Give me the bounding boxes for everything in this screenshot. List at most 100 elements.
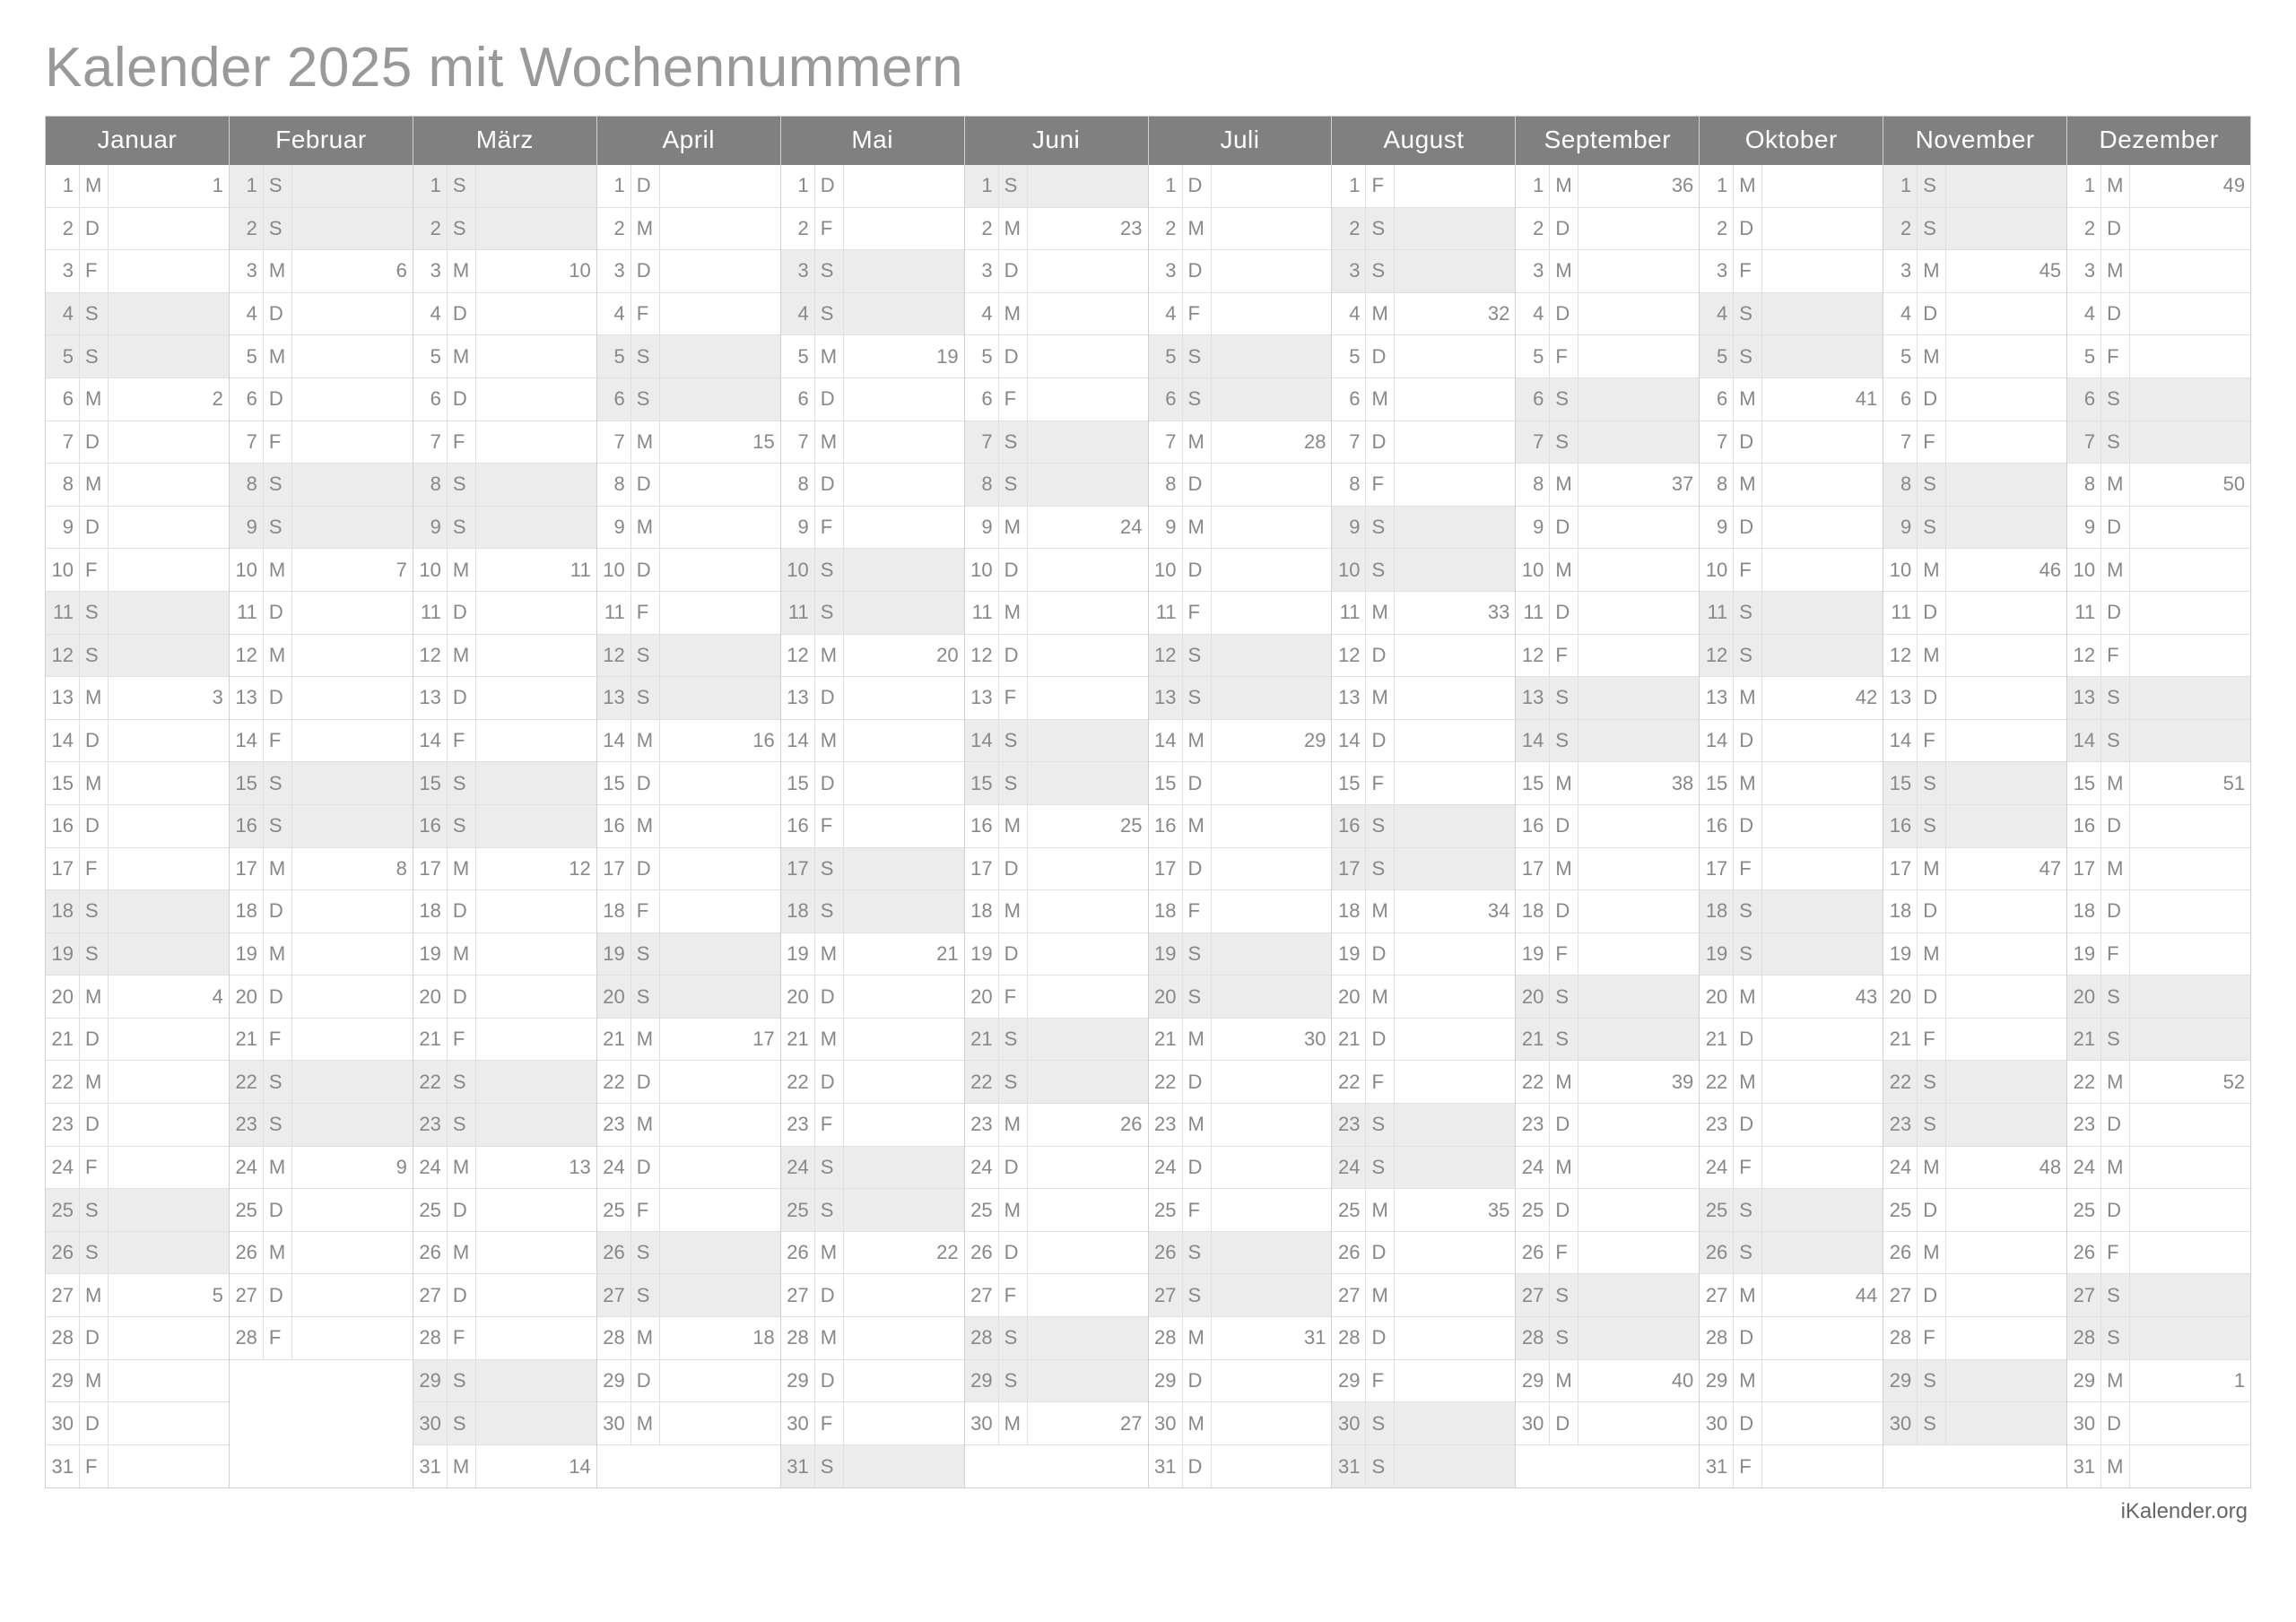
day-number: 2 [781, 208, 815, 250]
day-cell: 25D [413, 1189, 596, 1232]
day-body [1946, 464, 2066, 506]
day-body [660, 1104, 780, 1146]
day-body [1028, 1189, 1148, 1231]
day-cell: 1D [781, 165, 964, 208]
day-cell: 5F [2067, 335, 2250, 378]
day-number: 9 [1332, 507, 1366, 549]
day-of-week: D [631, 165, 660, 207]
day-cell: 4D [1883, 293, 2066, 336]
day-cell: 1S [1883, 165, 2066, 208]
month-header: Februar [230, 117, 413, 165]
day-body [1946, 976, 2066, 1018]
day-number: 13 [1883, 677, 1918, 719]
day-body [1762, 762, 1883, 804]
day-number: 4 [597, 293, 631, 335]
day-body [1395, 848, 1515, 890]
day-number: 19 [1332, 933, 1366, 976]
day-number: 11 [1516, 592, 1550, 634]
day-of-week: D [1734, 208, 1762, 250]
day-number: 3 [46, 250, 80, 292]
day-body [1028, 549, 1148, 591]
day-cell: 28F [1883, 1317, 2066, 1360]
day-of-week: F [1918, 1019, 1946, 1061]
day-body [109, 1061, 229, 1103]
day-cell: 6D [230, 378, 413, 421]
day-body [2130, 890, 2250, 932]
day-body [292, 1104, 413, 1146]
day-of-week: S [1366, 507, 1395, 549]
day-body [109, 805, 229, 847]
day-body [292, 635, 413, 677]
day-of-week: D [631, 464, 660, 506]
day-number: 13 [965, 677, 999, 719]
day-number: 23 [965, 1104, 999, 1146]
day-number: 27 [1883, 1274, 1918, 1316]
day-of-week: S [999, 421, 1028, 464]
day-of-week: D [80, 507, 109, 549]
week-number: 9 [396, 1156, 407, 1179]
day-number: 7 [781, 421, 815, 464]
day-cell: 26F [2067, 1232, 2250, 1275]
day-of-week: D [1734, 507, 1762, 549]
day-body [1212, 208, 1332, 250]
day-cell: 6M2 [46, 378, 229, 421]
day-cell: 15D [1149, 762, 1332, 805]
week-number: 36 [1672, 174, 1693, 197]
day-cell: 23M26 [965, 1104, 1148, 1147]
day-cell: 28S [1516, 1317, 1699, 1360]
day-number: 1 [1149, 165, 1183, 207]
day-body [2130, 1019, 2250, 1061]
day-body [1762, 421, 1883, 464]
day-cell: 4F [1149, 293, 1332, 336]
day-number: 28 [1149, 1317, 1183, 1359]
day-cell: 14S [2067, 720, 2250, 763]
day-of-week: S [1366, 848, 1395, 890]
day-number: 16 [1700, 805, 1734, 847]
day-number: 28 [1883, 1317, 1918, 1359]
day-of-week: S [448, 1104, 476, 1146]
day-body: 36 [1578, 165, 1699, 207]
day-cell: 19S [1700, 933, 1883, 976]
day-body [1762, 507, 1883, 549]
day-number: 8 [965, 464, 999, 506]
day-cell: 20D [230, 976, 413, 1019]
day-number: 24 [46, 1147, 80, 1189]
day-body [1395, 507, 1515, 549]
day-number: 15 [1149, 762, 1183, 804]
day-cell: 7M28 [1149, 421, 1332, 464]
day-body: 8 [292, 848, 413, 890]
day-of-week: F [1550, 335, 1578, 377]
day-number: 6 [1149, 378, 1183, 421]
day-of-week: M [2101, 1445, 2130, 1488]
day-body [109, 1402, 229, 1444]
day-of-week: F [264, 720, 292, 762]
day-body [109, 1445, 229, 1488]
day-number: 16 [2067, 805, 2101, 847]
day-cell: 25M35 [1332, 1189, 1515, 1232]
day-cell: 3D [965, 250, 1148, 293]
day-body [660, 293, 780, 335]
day-number: 19 [1149, 933, 1183, 976]
day-cell: 11D [2067, 592, 2250, 635]
day-of-week: D [815, 464, 844, 506]
day-number: 30 [2067, 1402, 2101, 1444]
day-of-week: D [448, 677, 476, 719]
day-cell: 8M [46, 464, 229, 507]
day-body: 11 [476, 549, 596, 591]
week-number: 10 [569, 259, 590, 282]
day-of-week: S [2101, 1274, 2130, 1316]
day-cell: 10D [1149, 549, 1332, 592]
day-of-week: S [264, 507, 292, 549]
day-of-week: S [448, 805, 476, 847]
day-body [660, 976, 780, 1018]
day-body [844, 507, 964, 549]
day-cell: 24D [597, 1147, 780, 1190]
day-body [1028, 933, 1148, 976]
day-body [1212, 677, 1332, 719]
day-body: 22 [844, 1232, 964, 1274]
day-body [1395, 805, 1515, 847]
day-cell: 16D [2067, 805, 2250, 848]
day-cell: 10M46 [1883, 549, 2066, 592]
day-cell: 6M41 [1700, 378, 1883, 421]
day-cell: 30D [1700, 1402, 1883, 1445]
